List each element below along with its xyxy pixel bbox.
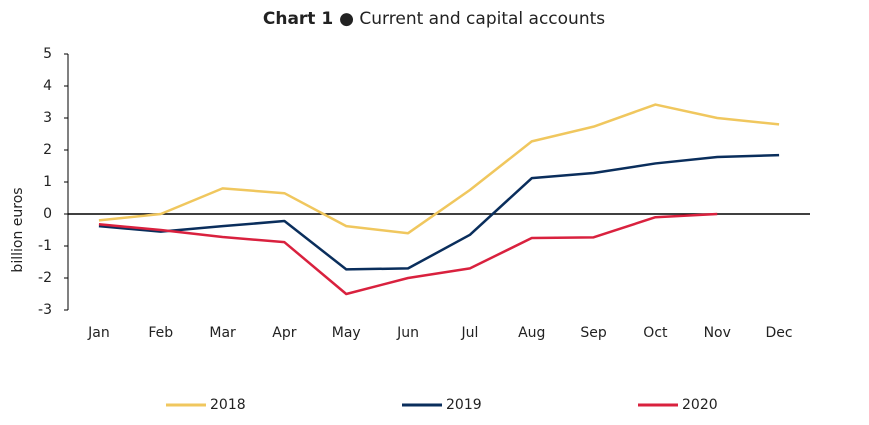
x-tick-label: Jun (396, 325, 419, 341)
x-tick-label: Feb (148, 325, 173, 341)
x-tick-label: Dec (766, 325, 793, 341)
y-axis-label: billion euros (10, 187, 26, 272)
series-line (98, 103, 780, 235)
y-tick-label: 3 (43, 110, 52, 126)
y-tick-label: 5 (43, 46, 52, 62)
legend-label: 2020 (682, 397, 718, 413)
x-tick-label: Jan (87, 325, 110, 341)
y-tick-label: 2 (43, 142, 52, 158)
x-tick-label: Oct (643, 325, 668, 341)
x-tick-label: Aug (518, 325, 545, 341)
x-tick-label: Jul (460, 325, 478, 341)
series-line (98, 212, 718, 296)
y-tick-label: 0 (43, 206, 52, 222)
x-tick-label: May (332, 325, 361, 341)
series-line (98, 153, 780, 271)
chart-title: Chart 1 ● Current and capital accounts (263, 9, 605, 29)
x-tick-label: Mar (209, 325, 236, 341)
legend-label: 2019 (446, 397, 482, 413)
legend-label: 2018 (210, 397, 246, 413)
y-tick-label: 1 (43, 174, 52, 190)
y-tick-label: -2 (38, 270, 52, 286)
chart-title-label: Chart 1 (263, 9, 333, 29)
y-tick-label: -3 (38, 302, 52, 318)
y-tick-label: -1 (38, 238, 52, 254)
x-tick-label: Apr (272, 325, 296, 341)
y-tick-label: 4 (43, 78, 52, 94)
x-tick-label: Nov (704, 325, 731, 341)
x-tick-label: Sep (580, 325, 607, 341)
chart-title-text: ● Current and capital accounts (339, 9, 605, 29)
